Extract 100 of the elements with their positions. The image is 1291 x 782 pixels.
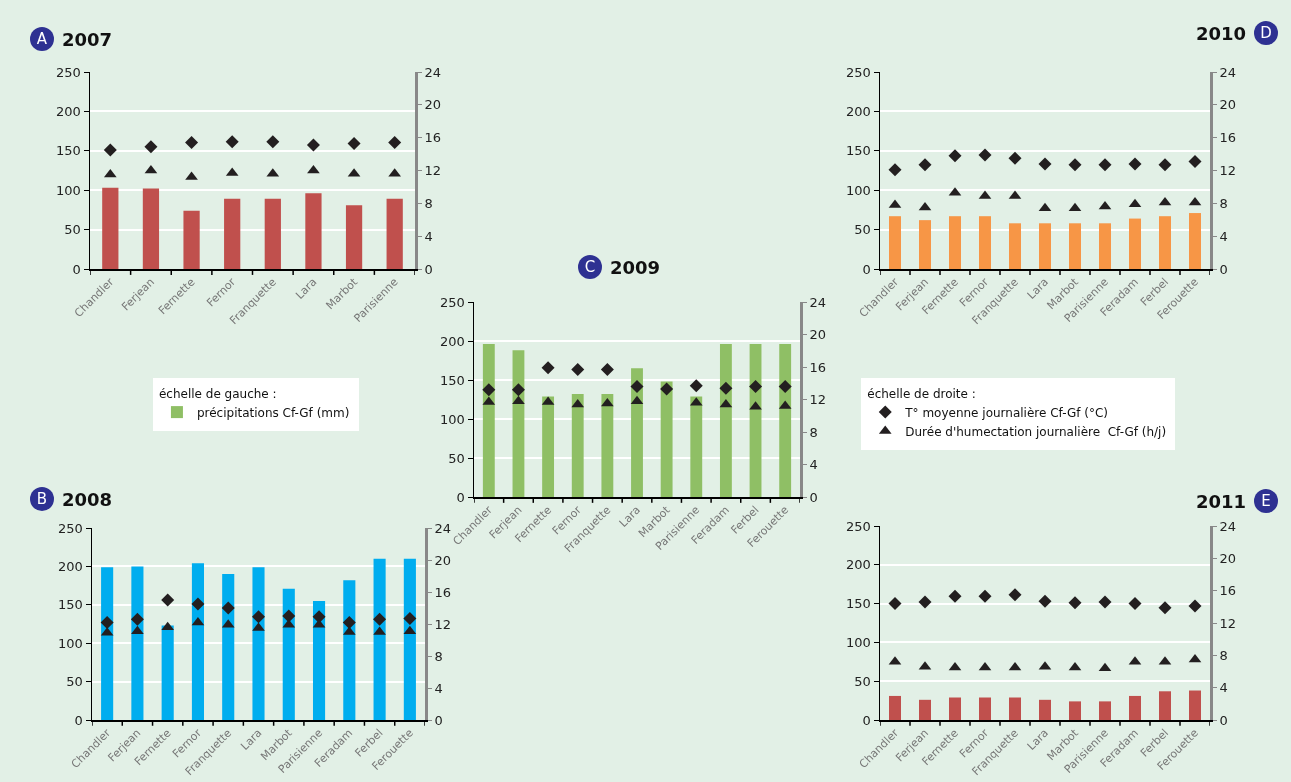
y-tick-label: 100: [58, 635, 83, 651]
point: [1158, 158, 1172, 172]
point: [1068, 202, 1082, 212]
point: [1068, 661, 1082, 671]
y2-tick-label: 12: [1219, 163, 1237, 179]
bar: [919, 699, 931, 720]
bar: [1009, 697, 1021, 720]
point: [1128, 157, 1142, 171]
bar: [343, 580, 356, 720]
bar: [142, 188, 160, 269]
bar: [1009, 223, 1021, 269]
point: [918, 201, 932, 211]
bar: [161, 625, 174, 720]
bar: [224, 198, 241, 269]
bar: [1159, 691, 1171, 720]
y-tick-label: 150: [58, 597, 83, 613]
point: [1038, 202, 1052, 212]
point: [948, 149, 962, 163]
chart-title: 2009: [610, 256, 661, 278]
y-tick-label: 50: [64, 222, 81, 238]
bar: [889, 216, 901, 269]
y-tick-label: 200: [440, 333, 465, 349]
y2-tick-label: 4: [424, 228, 433, 244]
point: [918, 595, 932, 609]
y2-tick-label: 24: [1219, 64, 1237, 80]
y-tick-label: 250: [846, 518, 871, 534]
y2-tick-label: 24: [1219, 518, 1237, 534]
y2-tick-label: 0: [1219, 261, 1228, 277]
point: [888, 597, 902, 611]
bar: [1099, 223, 1111, 269]
y-tick-label: 0: [456, 489, 465, 505]
y-tick-label: 50: [66, 674, 83, 690]
bar: [1189, 690, 1201, 720]
point: [1008, 661, 1022, 671]
y2-tick-label: 12: [809, 392, 827, 408]
bar: [183, 210, 200, 269]
y-tick-label: 0: [862, 712, 871, 728]
point: [888, 163, 902, 177]
point: [1128, 597, 1142, 611]
bar: [282, 588, 295, 720]
bar: [1129, 218, 1141, 269]
bar: [1099, 701, 1111, 720]
bar: [345, 205, 363, 269]
legend-label: précipitations Cf-Gf (mm): [196, 405, 350, 420]
bar: [312, 600, 326, 720]
point: [948, 661, 962, 671]
y2-tick-label: 8: [1219, 647, 1228, 663]
text: B: [30, 487, 54, 511]
point: [1188, 653, 1202, 663]
y-tick-label: 200: [846, 103, 871, 119]
bar: [102, 187, 119, 269]
point: [1098, 158, 1112, 172]
y-tick-label: 100: [846, 182, 871, 198]
y-tick-label: 0: [74, 712, 83, 728]
y2-tick-label: 8: [809, 424, 818, 440]
y2-tick-label: 16: [434, 584, 452, 600]
y2-tick-label: 24: [434, 520, 452, 536]
y2-tick-label: 0: [809, 489, 818, 505]
y2-tick-label: 4: [1219, 228, 1228, 244]
y2-tick-label: 4: [434, 680, 443, 696]
bar: [719, 344, 732, 497]
bar: [1069, 701, 1081, 720]
point: [1008, 588, 1022, 602]
bar: [542, 396, 555, 497]
y-tick-label: 250: [58, 520, 83, 536]
y2-tick-label: 20: [424, 97, 442, 113]
y2-tick-label: 8: [424, 195, 433, 211]
y2-tick-label: 20: [1219, 550, 1237, 566]
text: D: [1254, 21, 1278, 45]
chart-title: 2010: [1195, 22, 1246, 44]
y-tick-label: 50: [448, 450, 465, 466]
y2-tick-label: 12: [1219, 615, 1237, 631]
point: [978, 589, 992, 603]
bar: [979, 216, 991, 269]
y-tick-label: 200: [56, 103, 81, 119]
y-tick-label: 100: [440, 411, 465, 427]
bar: [191, 563, 205, 720]
bar: [919, 220, 931, 269]
y2-tick-label: 0: [1219, 712, 1228, 728]
y2-tick-label: 20: [809, 327, 827, 343]
y-tick-label: 150: [440, 372, 465, 388]
bar: [131, 566, 144, 720]
point: [1038, 157, 1052, 171]
legend-label: Durée d'humectation journalière Cf-Gf (h/j): [905, 424, 1167, 439]
y-tick-label: 50: [854, 673, 871, 689]
y2-tick-label: 8: [434, 648, 443, 664]
point: [1098, 595, 1112, 609]
bar: [222, 574, 235, 720]
bar: [949, 697, 961, 720]
point: [948, 589, 962, 603]
y-tick-label: 250: [56, 64, 81, 80]
bar: [660, 381, 673, 497]
y2-tick-label: 4: [1219, 680, 1228, 696]
text: échelle de gauche :: [158, 386, 277, 401]
y-tick-label: 0: [862, 261, 871, 277]
point: [1068, 158, 1082, 172]
y2-tick-label: 16: [1219, 583, 1237, 599]
y-tick-label: 150: [846, 143, 871, 159]
point: [978, 148, 992, 162]
y-tick-label: 200: [58, 558, 83, 574]
